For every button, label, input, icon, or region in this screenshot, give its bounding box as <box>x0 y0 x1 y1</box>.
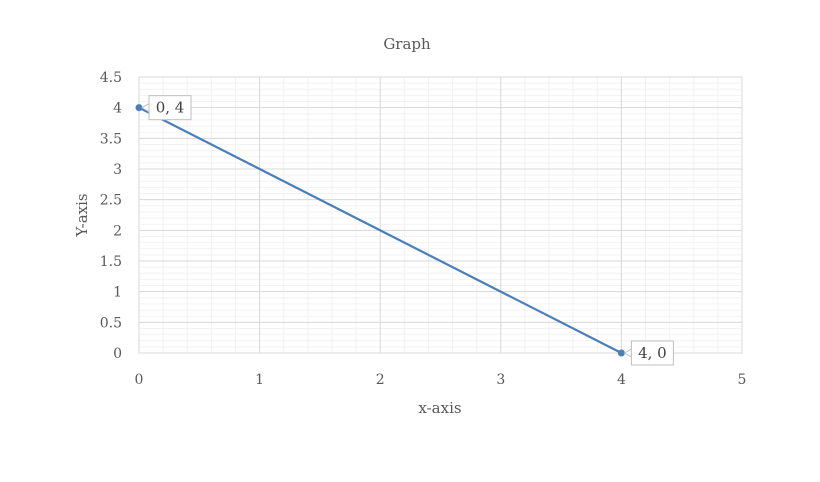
y-axis-ticks: 0 0.5 1 1.5 2 2.5 3 3.5 4 4.5 <box>100 70 122 362</box>
x-tick-label: 0 <box>135 372 144 388</box>
y-tick-label: 3 <box>113 162 122 178</box>
y-tick-label: 3.5 <box>100 131 122 147</box>
y-axis-title: Y-axis <box>73 193 91 237</box>
plot-area-border <box>138 76 743 354</box>
y-tick-label: 2 <box>113 223 122 239</box>
x-tick-label: 1 <box>255 372 264 388</box>
y-tick-label: 1 <box>113 285 122 301</box>
x-tick-label: 5 <box>738 372 747 388</box>
y-tick-label: 1.5 <box>100 254 122 270</box>
data-point <box>617 349 625 357</box>
x-tick-label: 4 <box>617 372 626 388</box>
y-tick-label: 2.5 <box>100 193 122 209</box>
series-layer: 0, 4 4, 0 <box>135 95 674 366</box>
y-tick-label: 4 <box>113 101 122 117</box>
y-tick-label: 0 <box>113 346 122 362</box>
y-tick-label: 4.5 <box>100 70 122 86</box>
data-label: 4, 0 <box>638 344 667 362</box>
data-label-box <box>148 95 192 121</box>
data-point <box>135 104 143 112</box>
chart-title: Graph <box>383 35 431 53</box>
data-label-box <box>630 340 674 366</box>
data-label: 0, 4 <box>156 99 185 117</box>
x-axis-title: x-axis <box>418 399 461 417</box>
x-axis-ticks: 0 1 2 3 4 5 <box>135 372 747 388</box>
x-tick-label: 3 <box>496 372 505 388</box>
y-tick-label: 0.5 <box>100 315 122 331</box>
series-line <box>138 106 622 354</box>
x-tick-label: 2 <box>376 372 385 388</box>
